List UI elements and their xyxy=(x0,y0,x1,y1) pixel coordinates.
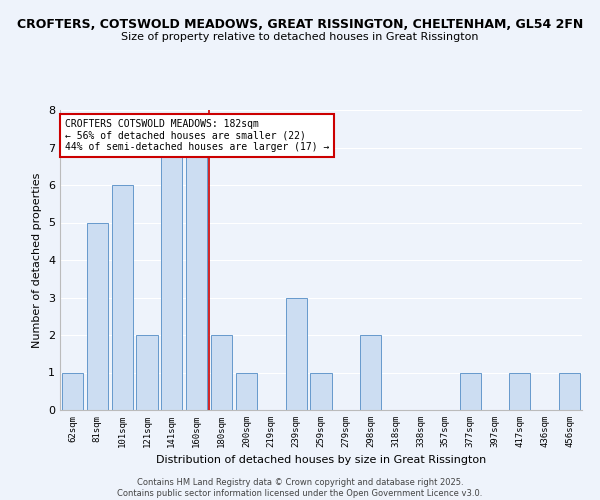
Bar xyxy=(161,148,182,410)
Bar xyxy=(62,372,83,410)
Bar xyxy=(186,148,207,410)
Bar xyxy=(87,222,108,410)
Text: Contains HM Land Registry data © Crown copyright and database right 2025.
Contai: Contains HM Land Registry data © Crown c… xyxy=(118,478,482,498)
Text: CROFTERS COTSWOLD MEADOWS: 182sqm
← 56% of detached houses are smaller (22)
44% : CROFTERS COTSWOLD MEADOWS: 182sqm ← 56% … xyxy=(65,119,329,152)
Bar xyxy=(211,335,232,410)
X-axis label: Distribution of detached houses by size in Great Rissington: Distribution of detached houses by size … xyxy=(156,456,486,466)
Bar xyxy=(136,335,158,410)
Text: Size of property relative to detached houses in Great Rissington: Size of property relative to detached ho… xyxy=(121,32,479,42)
Bar xyxy=(310,372,332,410)
Y-axis label: Number of detached properties: Number of detached properties xyxy=(32,172,43,348)
Bar xyxy=(559,372,580,410)
Text: CROFTERS, COTSWOLD MEADOWS, GREAT RISSINGTON, CHELTENHAM, GL54 2FN: CROFTERS, COTSWOLD MEADOWS, GREAT RISSIN… xyxy=(17,18,583,30)
Bar xyxy=(509,372,530,410)
Bar xyxy=(460,372,481,410)
Bar xyxy=(360,335,381,410)
Bar xyxy=(286,298,307,410)
Bar xyxy=(236,372,257,410)
Bar xyxy=(112,185,133,410)
